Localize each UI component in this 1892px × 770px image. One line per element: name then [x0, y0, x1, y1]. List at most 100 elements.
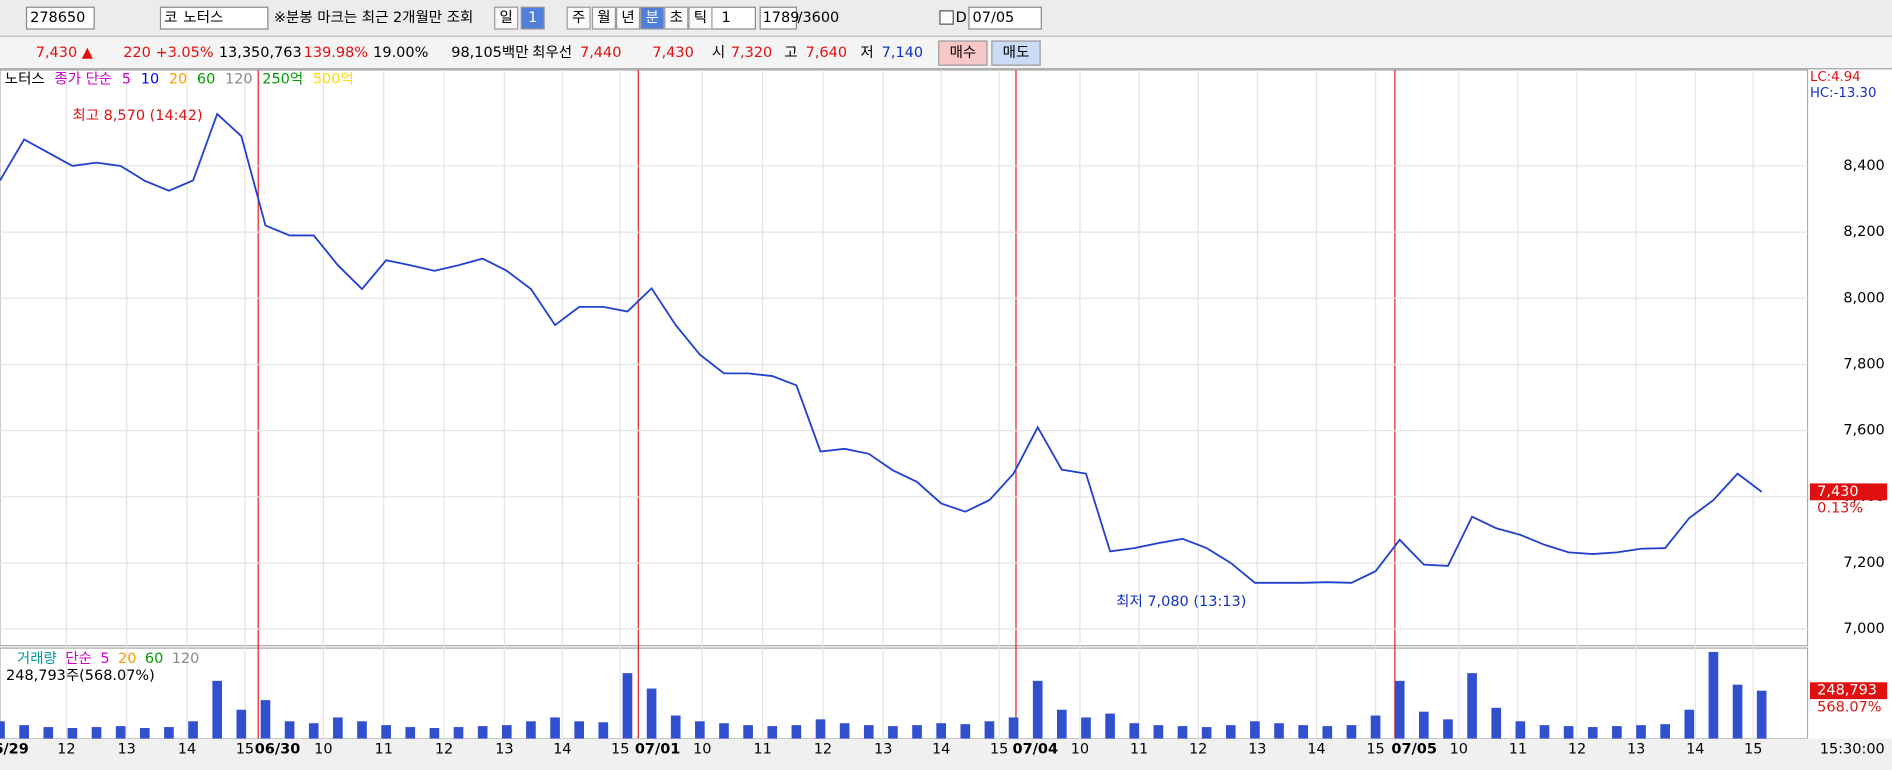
period-button[interactable]	[688, 6, 713, 30]
volume-bar	[646, 688, 657, 739]
x-tick-label: 10	[1450, 741, 1468, 757]
period-button[interactable]	[615, 6, 641, 30]
volume-bar	[1708, 651, 1719, 739]
period-button[interactable]	[520, 6, 545, 30]
lc: LC:4.94	[1810, 70, 1861, 85]
volume-pane	[0, 647, 1809, 740]
volume-bar	[984, 721, 995, 739]
volume-bar	[1250, 721, 1260, 739]
d-label: D	[956, 10, 967, 26]
volume-bar	[1394, 680, 1405, 739]
code: 278650	[30, 10, 85, 26]
market: 코	[164, 10, 177, 26]
x-tick-label: 12	[1189, 741, 1207, 757]
x-tick-label: 12	[1568, 741, 1586, 757]
volume-bar	[333, 717, 343, 739]
price-pane	[0, 69, 1809, 647]
y-tick-label: 8,200	[1843, 224, 1884, 240]
legend-item: 5	[122, 72, 131, 88]
x-tick-label: 13	[1248, 741, 1266, 757]
volume-bar	[1032, 680, 1043, 739]
x-tick-label: 07/01	[635, 741, 681, 757]
volume-bar	[1274, 723, 1284, 739]
volume-bar	[1298, 725, 1308, 739]
volume-bar	[260, 700, 271, 739]
date-input[interactable]	[968, 6, 1042, 30]
period-button[interactable]	[591, 6, 616, 30]
period-button[interactable]	[494, 6, 519, 30]
x-tick-label: 11	[374, 741, 392, 757]
vol-ratio: 139.98%	[304, 45, 368, 61]
volume-bar	[526, 721, 536, 739]
period-label: 년	[621, 9, 634, 26]
x-tick-label: 15	[1366, 741, 1384, 757]
x-tick-label: 10	[693, 741, 711, 757]
volume-bar	[43, 727, 54, 739]
period-label: 주	[572, 10, 585, 26]
checkbox[interactable]	[939, 10, 954, 25]
x-tick-label: 14	[1307, 741, 1325, 757]
volume-bar	[622, 673, 633, 739]
interval-input[interactable]	[711, 6, 756, 30]
volume-bar	[115, 726, 126, 739]
count-input[interactable]	[759, 6, 797, 30]
last-price: 7,430	[1817, 484, 1858, 500]
name-input[interactable]	[159, 6, 269, 30]
y-tick-label: 7,000	[1843, 621, 1884, 637]
volume-bar	[236, 709, 247, 739]
x-tick-label: 10	[314, 741, 332, 757]
volume-bar	[284, 721, 295, 739]
volume-bar	[1587, 727, 1598, 739]
volume-bar	[1563, 726, 1574, 739]
volume-bar	[1684, 709, 1695, 739]
sell-button[interactable]	[991, 40, 1041, 66]
volume-bar	[936, 723, 946, 739]
volume-bar	[1057, 709, 1067, 739]
volume-legend-item: 거래량	[17, 650, 57, 667]
x-tick-label: 06/30	[255, 741, 301, 757]
period-button[interactable]	[640, 6, 665, 30]
x-tick-label: 15	[611, 741, 629, 757]
x-tick-label: 11	[753, 741, 771, 757]
volume-bar	[1636, 725, 1646, 739]
period-button[interactable]	[664, 6, 689, 30]
volume-bar	[405, 727, 416, 739]
x-tick-label: 15	[236, 741, 254, 757]
volume-bar	[1177, 726, 1188, 739]
buy-button[interactable]	[938, 40, 988, 66]
volume-bar	[477, 726, 488, 739]
y-tick-label: 7,600	[1843, 423, 1884, 439]
x-tick-label: 13	[495, 741, 513, 757]
last-price-badge	[1809, 483, 1888, 501]
period-label: 1	[528, 10, 537, 26]
x-tick-label: 07/04	[1013, 741, 1059, 757]
price: 7,430 ▲	[36, 45, 94, 61]
volume-bar	[670, 715, 681, 739]
code-input[interactable]	[25, 6, 95, 30]
x-tick-label: 12	[814, 741, 832, 757]
high-label: 고	[784, 45, 797, 61]
legend-item: 종가 단순	[54, 71, 112, 88]
legend-item: 120	[225, 72, 253, 88]
x-tick-label: 14	[932, 741, 950, 757]
period-button[interactable]	[566, 6, 591, 30]
volume-bar	[1008, 717, 1019, 739]
volume-bar	[0, 721, 5, 739]
y-tick-label: 7,200	[1843, 555, 1884, 571]
volume-bar	[381, 725, 391, 739]
period-label: 월	[597, 9, 610, 26]
volume-legend-item: 20	[118, 651, 136, 667]
period-label: 일	[500, 9, 513, 26]
volume-info: 248,793주(568.07%)	[6, 668, 155, 684]
buy: 매수	[950, 44, 977, 61]
legend-item: 60	[197, 72, 215, 88]
x-tick-label: 14	[1686, 741, 1704, 757]
volume-bar	[839, 723, 850, 739]
volume-bar	[1660, 724, 1670, 739]
best-label: 최우선	[532, 44, 572, 61]
volume-bar	[1515, 721, 1526, 739]
period-label: 초	[670, 10, 683, 26]
volume-bar	[308, 723, 319, 739]
volume-bar	[1346, 725, 1357, 739]
